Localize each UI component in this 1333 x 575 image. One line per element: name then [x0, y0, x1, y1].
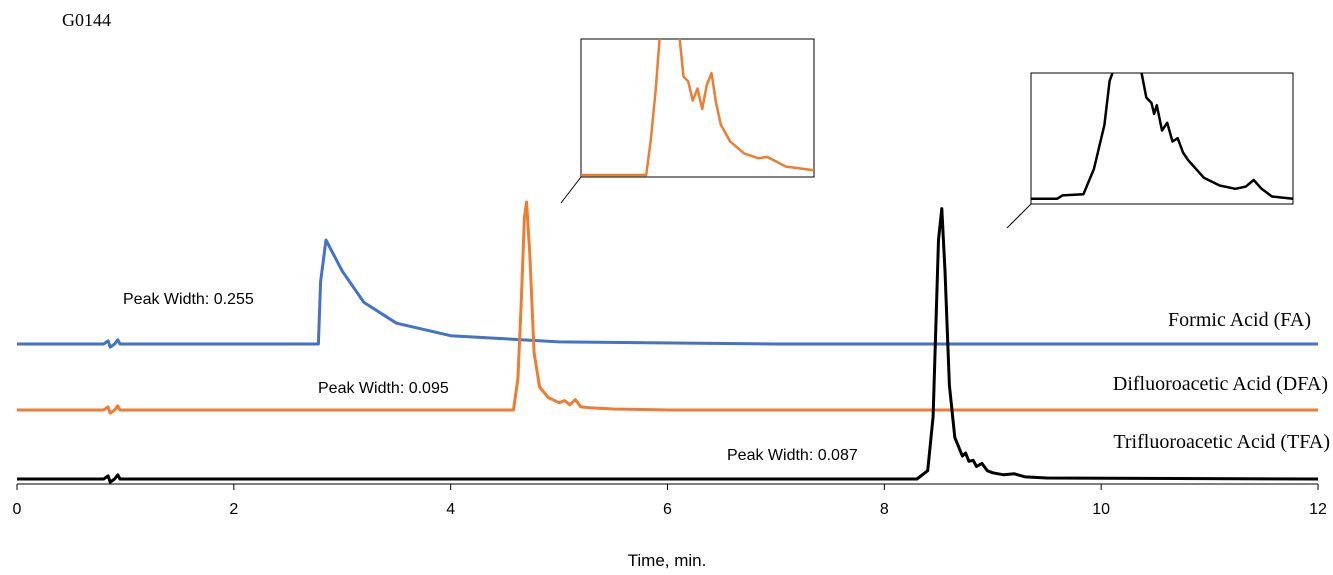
x-tick-label-2: 4: [446, 501, 455, 518]
x-tick-label-3: 6: [663, 501, 672, 518]
inset-tfa-line: [1031, 73, 1293, 200]
legend-label-dfa: Difluoroacetic Acid (DFA): [1113, 373, 1328, 395]
series-line-dfa: [17, 200, 1318, 415]
x-tick-label-4: 8: [880, 501, 889, 518]
inset-tfa-frame: [1030, 72, 1294, 205]
series-line-fa: [17, 238, 1318, 349]
series-layer: [17, 200, 1319, 484]
figure-id: G0144: [62, 10, 111, 30]
legend-label-tfa: Trifluoroacetic Acid (TFA): [1113, 431, 1330, 453]
inset-dfa-frame: [580, 38, 815, 178]
peak-width-label-dfa: Peak Width: 0.095: [318, 380, 449, 397]
x-tick-label-6: 12: [1309, 501, 1327, 518]
legend-label-fa: Formic Acid (FA): [1168, 309, 1311, 331]
x-tick-label-1: 2: [229, 501, 238, 518]
x-tick-label-5: 10: [1092, 501, 1110, 518]
x-axis-ticks: 0 2 4 6 8 10 12: [13, 484, 1327, 518]
x-axis-label: Time, min.: [628, 551, 707, 570]
series-line-tfa: [17, 207, 1319, 484]
peak-width-label-tfa: Peak Width: 0.087: [727, 447, 858, 464]
inset-dfa-pointer: [560, 176, 582, 204]
inset-dfa-trace: [581, 39, 814, 177]
inset-tfa-trace: [1031, 73, 1293, 200]
x-tick-label-0: 0: [13, 501, 22, 518]
peak-width-label-fa: Peak Width: 0.255: [123, 291, 254, 308]
inset-tfa-pointer: [1006, 203, 1032, 229]
inset-dfa-line: [581, 39, 814, 177]
